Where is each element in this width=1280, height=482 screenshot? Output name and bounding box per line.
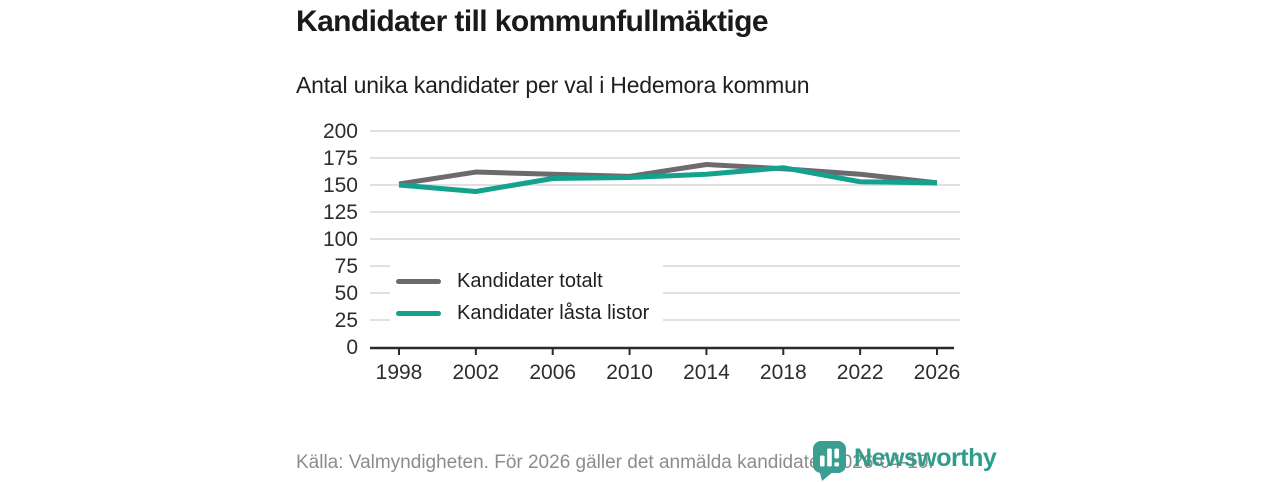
y-tick-label: 175 — [323, 147, 358, 170]
legend-label-kandidater-lasta-listor: Kandidater låsta listor — [457, 301, 650, 324]
y-tick-label: 125 — [323, 201, 358, 224]
legend-swatch-kandidater-lasta-listor — [396, 310, 441, 316]
y-tick-label: 150 — [323, 174, 358, 197]
x-tick-label: 2018 — [760, 361, 807, 384]
x-tick-label: 2002 — [452, 361, 499, 384]
x-tick-label: 2010 — [606, 361, 653, 384]
series-line-kandidater-totalt — [398, 161, 938, 187]
x-tick-label: 1998 — [376, 361, 423, 384]
newsworthy-wordmark: Newsworthy — [854, 444, 997, 472]
y-tick-label: 50 — [335, 282, 358, 305]
series-line-kandidater-lasta-listor — [398, 165, 938, 194]
x-tick-label: 2026 — [914, 361, 961, 384]
chart-legend: Kandidater totalt Kandidater låsta listo… — [390, 263, 664, 331]
newsworthy-logo: Newsworthy — [810, 438, 997, 482]
y-tick-label: 0 — [346, 336, 358, 359]
y-tick-label: 200 — [323, 120, 358, 143]
x-tick-label: 2014 — [683, 361, 730, 384]
legend-label-kandidater-totalt: Kandidater totalt — [457, 269, 603, 292]
y-tick-label: 25 — [335, 309, 358, 332]
newsworthy-speech-bubble-bar-chart-icon — [813, 441, 846, 481]
chart-title: Kandidater till kommunfullmäktige — [296, 5, 769, 38]
chart-subtitle: Antal unika kandidater per val i Hedemor… — [296, 72, 810, 98]
y-tick-label: 75 — [335, 255, 358, 278]
source-note: Källa: Valmyndigheten. För 2026 gäller d… — [296, 452, 934, 473]
legend-swatch-kandidater-totalt — [396, 278, 441, 284]
line-chart: 0 25 50 75 100 125 150 175 200 1998 2002 2006 2010 20… — [323, 120, 961, 384]
x-tick-label: 2022 — [837, 361, 884, 384]
y-tick-label: 100 — [323, 228, 358, 251]
legend-item-kandidater-totalt: Kandidater totalt — [396, 265, 649, 297]
legend-item-kandidater-lasta-listor: Kandidater låsta listor — [396, 297, 649, 329]
x-tick-label: 2006 — [529, 361, 576, 384]
